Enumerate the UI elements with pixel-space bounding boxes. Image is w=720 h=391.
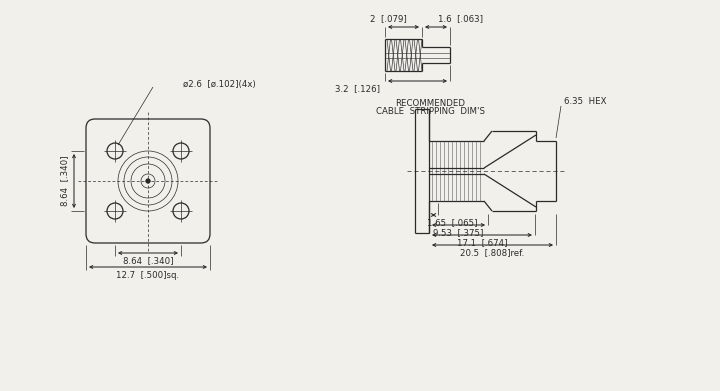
Text: 1.6  [.063]: 1.6 [.063]: [438, 14, 484, 23]
Text: 20.5  [.808]ref.: 20.5 [.808]ref.: [460, 249, 525, 258]
Text: 17.1  [.674]: 17.1 [.674]: [456, 239, 507, 248]
Text: 12.7  [.500]sq.: 12.7 [.500]sq.: [117, 271, 179, 280]
Text: CABLE  STRIPPING  DIM'S: CABLE STRIPPING DIM'S: [376, 108, 485, 117]
Text: 8.64  [.340]: 8.64 [.340]: [122, 256, 174, 265]
Circle shape: [146, 179, 150, 183]
Text: 9.53  [.375]: 9.53 [.375]: [433, 228, 484, 237]
Text: 2  [.079]: 2 [.079]: [370, 14, 407, 23]
Text: 3.2  [.126]: 3.2 [.126]: [335, 84, 380, 93]
Text: 6.35  HEX: 6.35 HEX: [564, 97, 606, 106]
Text: RECOMMENDED: RECOMMENDED: [395, 99, 465, 108]
Text: 8.64  [.340]: 8.64 [.340]: [60, 156, 69, 206]
Text: 1.65  [.065]: 1.65 [.065]: [427, 219, 477, 228]
Text: ø2.6  [ø.102](4x): ø2.6 [ø.102](4x): [183, 81, 256, 90]
